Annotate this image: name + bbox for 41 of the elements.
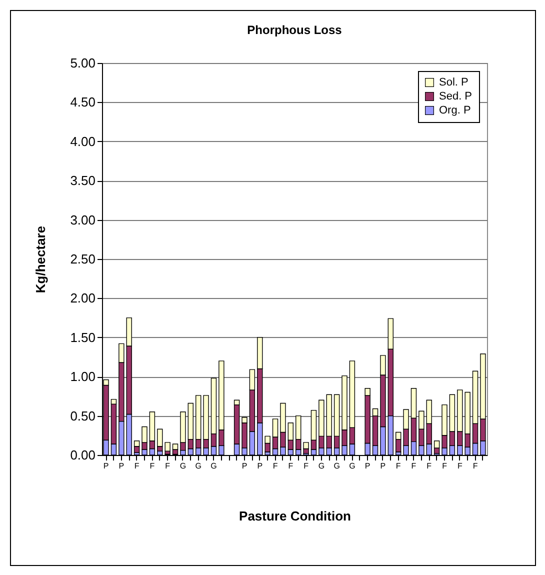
x-tick-label: P	[118, 462, 124, 470]
x-tick-label: F	[272, 462, 278, 470]
y-tick-label: 3.50	[70, 173, 96, 188]
y-tick-label: 3.00	[70, 212, 96, 228]
x-tick-label: P	[103, 462, 109, 470]
x-tick-label: G	[334, 462, 340, 470]
x-tick-label: F	[288, 462, 294, 470]
chart-title: Phorphous Loss	[247, 23, 342, 37]
x-tick-label: P	[364, 462, 370, 470]
y-tick-label: 4.00	[70, 134, 96, 149]
x-tick-label: G	[180, 462, 186, 470]
x-tick-label: G	[195, 462, 202, 470]
x-tick-label: F	[426, 462, 432, 470]
x-tick-label: F	[457, 462, 462, 470]
y-tick-label: 2.00	[70, 290, 96, 306]
x-tick-label: P	[380, 462, 386, 470]
y-tick-label: 4.50	[70, 94, 96, 110]
legend-label: Sol. P	[439, 76, 468, 88]
x-tick-label: F	[411, 462, 416, 470]
y-tick-label: 1.00	[70, 369, 96, 384]
x-tick-label: F	[150, 462, 155, 470]
x-tick-label: F	[442, 462, 448, 470]
y-tick-label: 2.50	[70, 252, 96, 266]
y-tick-label: 1.50	[70, 330, 96, 345]
x-tick-label: G	[349, 462, 356, 470]
x-tick-label: G	[210, 462, 217, 470]
x-tick-label: F	[165, 462, 170, 470]
legend-label: Sed. P	[439, 90, 472, 102]
x-tick-label: F	[472, 462, 478, 470]
x-tick-label: P	[257, 462, 263, 470]
y-tick-label: 5.00	[70, 56, 96, 70]
x-tick-label: F	[396, 462, 401, 470]
y-tick-label: 0.00	[70, 448, 96, 462]
x-tick-label: G	[318, 462, 325, 470]
y-axis-title: Kg/hectare	[33, 226, 48, 294]
x-tick-label: P	[242, 462, 248, 470]
legend-label: Org. P	[439, 104, 471, 116]
x-tick-label: F	[134, 462, 140, 470]
y-tick-label: 0.50	[70, 408, 96, 424]
x-axis-title: Pasture Condition	[239, 508, 352, 524]
x-tick-label: F	[304, 462, 309, 470]
